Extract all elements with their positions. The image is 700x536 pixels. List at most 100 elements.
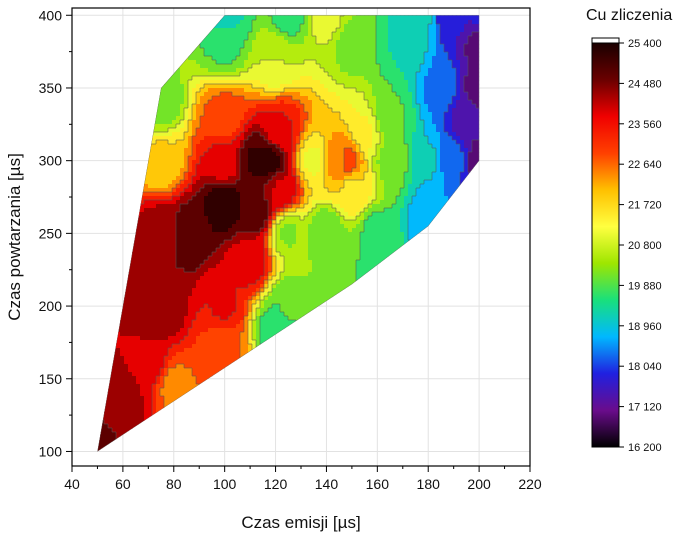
contour-cell xyxy=(272,128,277,133)
contour-cell xyxy=(328,36,333,41)
contour-cell xyxy=(432,108,437,113)
contour-cell xyxy=(208,48,213,53)
contour-cell xyxy=(340,176,345,181)
contour-cell xyxy=(236,36,241,41)
contour-cell xyxy=(460,152,465,157)
contour-cell xyxy=(232,28,237,33)
contour-cell xyxy=(160,88,165,93)
contour-cell xyxy=(200,140,205,145)
contour-cell xyxy=(468,100,473,105)
contour-cell xyxy=(324,44,329,49)
contour-cell xyxy=(384,40,389,45)
contour-cell xyxy=(428,152,433,157)
contour-cell xyxy=(364,60,369,65)
contour-cell xyxy=(316,120,321,125)
contour-cell xyxy=(468,112,473,117)
contour-cell xyxy=(320,164,325,169)
contour-cell xyxy=(464,20,469,25)
contour-cell xyxy=(316,28,321,33)
contour-cell xyxy=(188,168,193,173)
contour-cell xyxy=(464,24,469,29)
contour-cell xyxy=(456,132,461,137)
contour-cell xyxy=(316,152,321,157)
contour-cell xyxy=(264,76,269,81)
contour-cell xyxy=(276,148,281,153)
contour-cell xyxy=(260,156,265,161)
contour-cell xyxy=(316,116,321,121)
contour-cell xyxy=(272,16,277,21)
contour-cell xyxy=(332,32,337,37)
contour-cell xyxy=(396,124,401,129)
contour-cell xyxy=(324,140,329,145)
contour-cell xyxy=(440,48,445,53)
contour-cell xyxy=(436,96,441,101)
contour-cell xyxy=(248,76,253,81)
contour-cell xyxy=(460,64,465,69)
contour-cell xyxy=(416,168,421,173)
contour-cell xyxy=(412,148,417,153)
contour-cell xyxy=(248,68,253,73)
contour-cell xyxy=(344,76,349,81)
contour-cell xyxy=(256,140,261,145)
contour-cell xyxy=(432,156,437,161)
contour-cell xyxy=(464,168,469,173)
contour-cell xyxy=(352,52,357,57)
contour-cell xyxy=(332,144,337,149)
contour-cell xyxy=(248,88,253,93)
contour-cell xyxy=(408,172,413,177)
contour-cell xyxy=(364,104,369,109)
contour-cell xyxy=(300,56,305,61)
contour-cell xyxy=(220,64,225,69)
contour-cell xyxy=(260,120,265,125)
contour-cell xyxy=(460,44,465,49)
contour-cell xyxy=(288,152,293,157)
contour-cell xyxy=(244,20,249,25)
contour-cell xyxy=(368,140,373,145)
contour-cell xyxy=(312,24,317,29)
contour-cell xyxy=(356,140,361,145)
contour-cell xyxy=(320,96,325,101)
contour-cell xyxy=(248,168,253,173)
contour-cell xyxy=(416,104,421,109)
contour-cell xyxy=(216,124,221,129)
contour-cell xyxy=(332,80,337,85)
contour-cell xyxy=(408,144,413,149)
contour-cell xyxy=(452,116,457,121)
contour-cell xyxy=(340,16,345,21)
contour-cell xyxy=(340,92,345,97)
contour-cell xyxy=(456,96,461,101)
contour-cell xyxy=(432,116,437,121)
contour-cell xyxy=(448,60,453,65)
contour-cell xyxy=(252,132,257,137)
contour-cell xyxy=(376,60,381,65)
contour-cell xyxy=(460,156,465,161)
contour-cell xyxy=(412,44,417,49)
contour-cell xyxy=(308,16,313,21)
contour-cell xyxy=(444,108,449,113)
contour-cell xyxy=(156,132,161,137)
contour-cell xyxy=(244,100,249,105)
contour-cell xyxy=(444,88,449,93)
contour-cell xyxy=(256,68,261,73)
contour-cell xyxy=(280,156,285,161)
contour-cell xyxy=(232,60,237,65)
contour-cell xyxy=(276,124,281,129)
contour-cell xyxy=(284,32,289,37)
contour-cell xyxy=(204,108,209,113)
contour-cell xyxy=(276,76,281,81)
contour-cell xyxy=(412,128,417,133)
contour-cell xyxy=(164,120,169,125)
contour-cell xyxy=(320,160,325,165)
contour-cell xyxy=(476,80,480,85)
contour-cell xyxy=(172,116,177,121)
contour-cell xyxy=(284,104,289,109)
contour-cell xyxy=(184,144,189,149)
contour-cell xyxy=(344,148,349,153)
contour-cell xyxy=(412,96,417,101)
contour-cell xyxy=(216,120,221,125)
contour-cell xyxy=(180,140,185,145)
contour-cell xyxy=(400,124,405,129)
contour-cell xyxy=(316,64,321,69)
contour-cell xyxy=(180,152,185,157)
contour-cell xyxy=(308,136,313,141)
